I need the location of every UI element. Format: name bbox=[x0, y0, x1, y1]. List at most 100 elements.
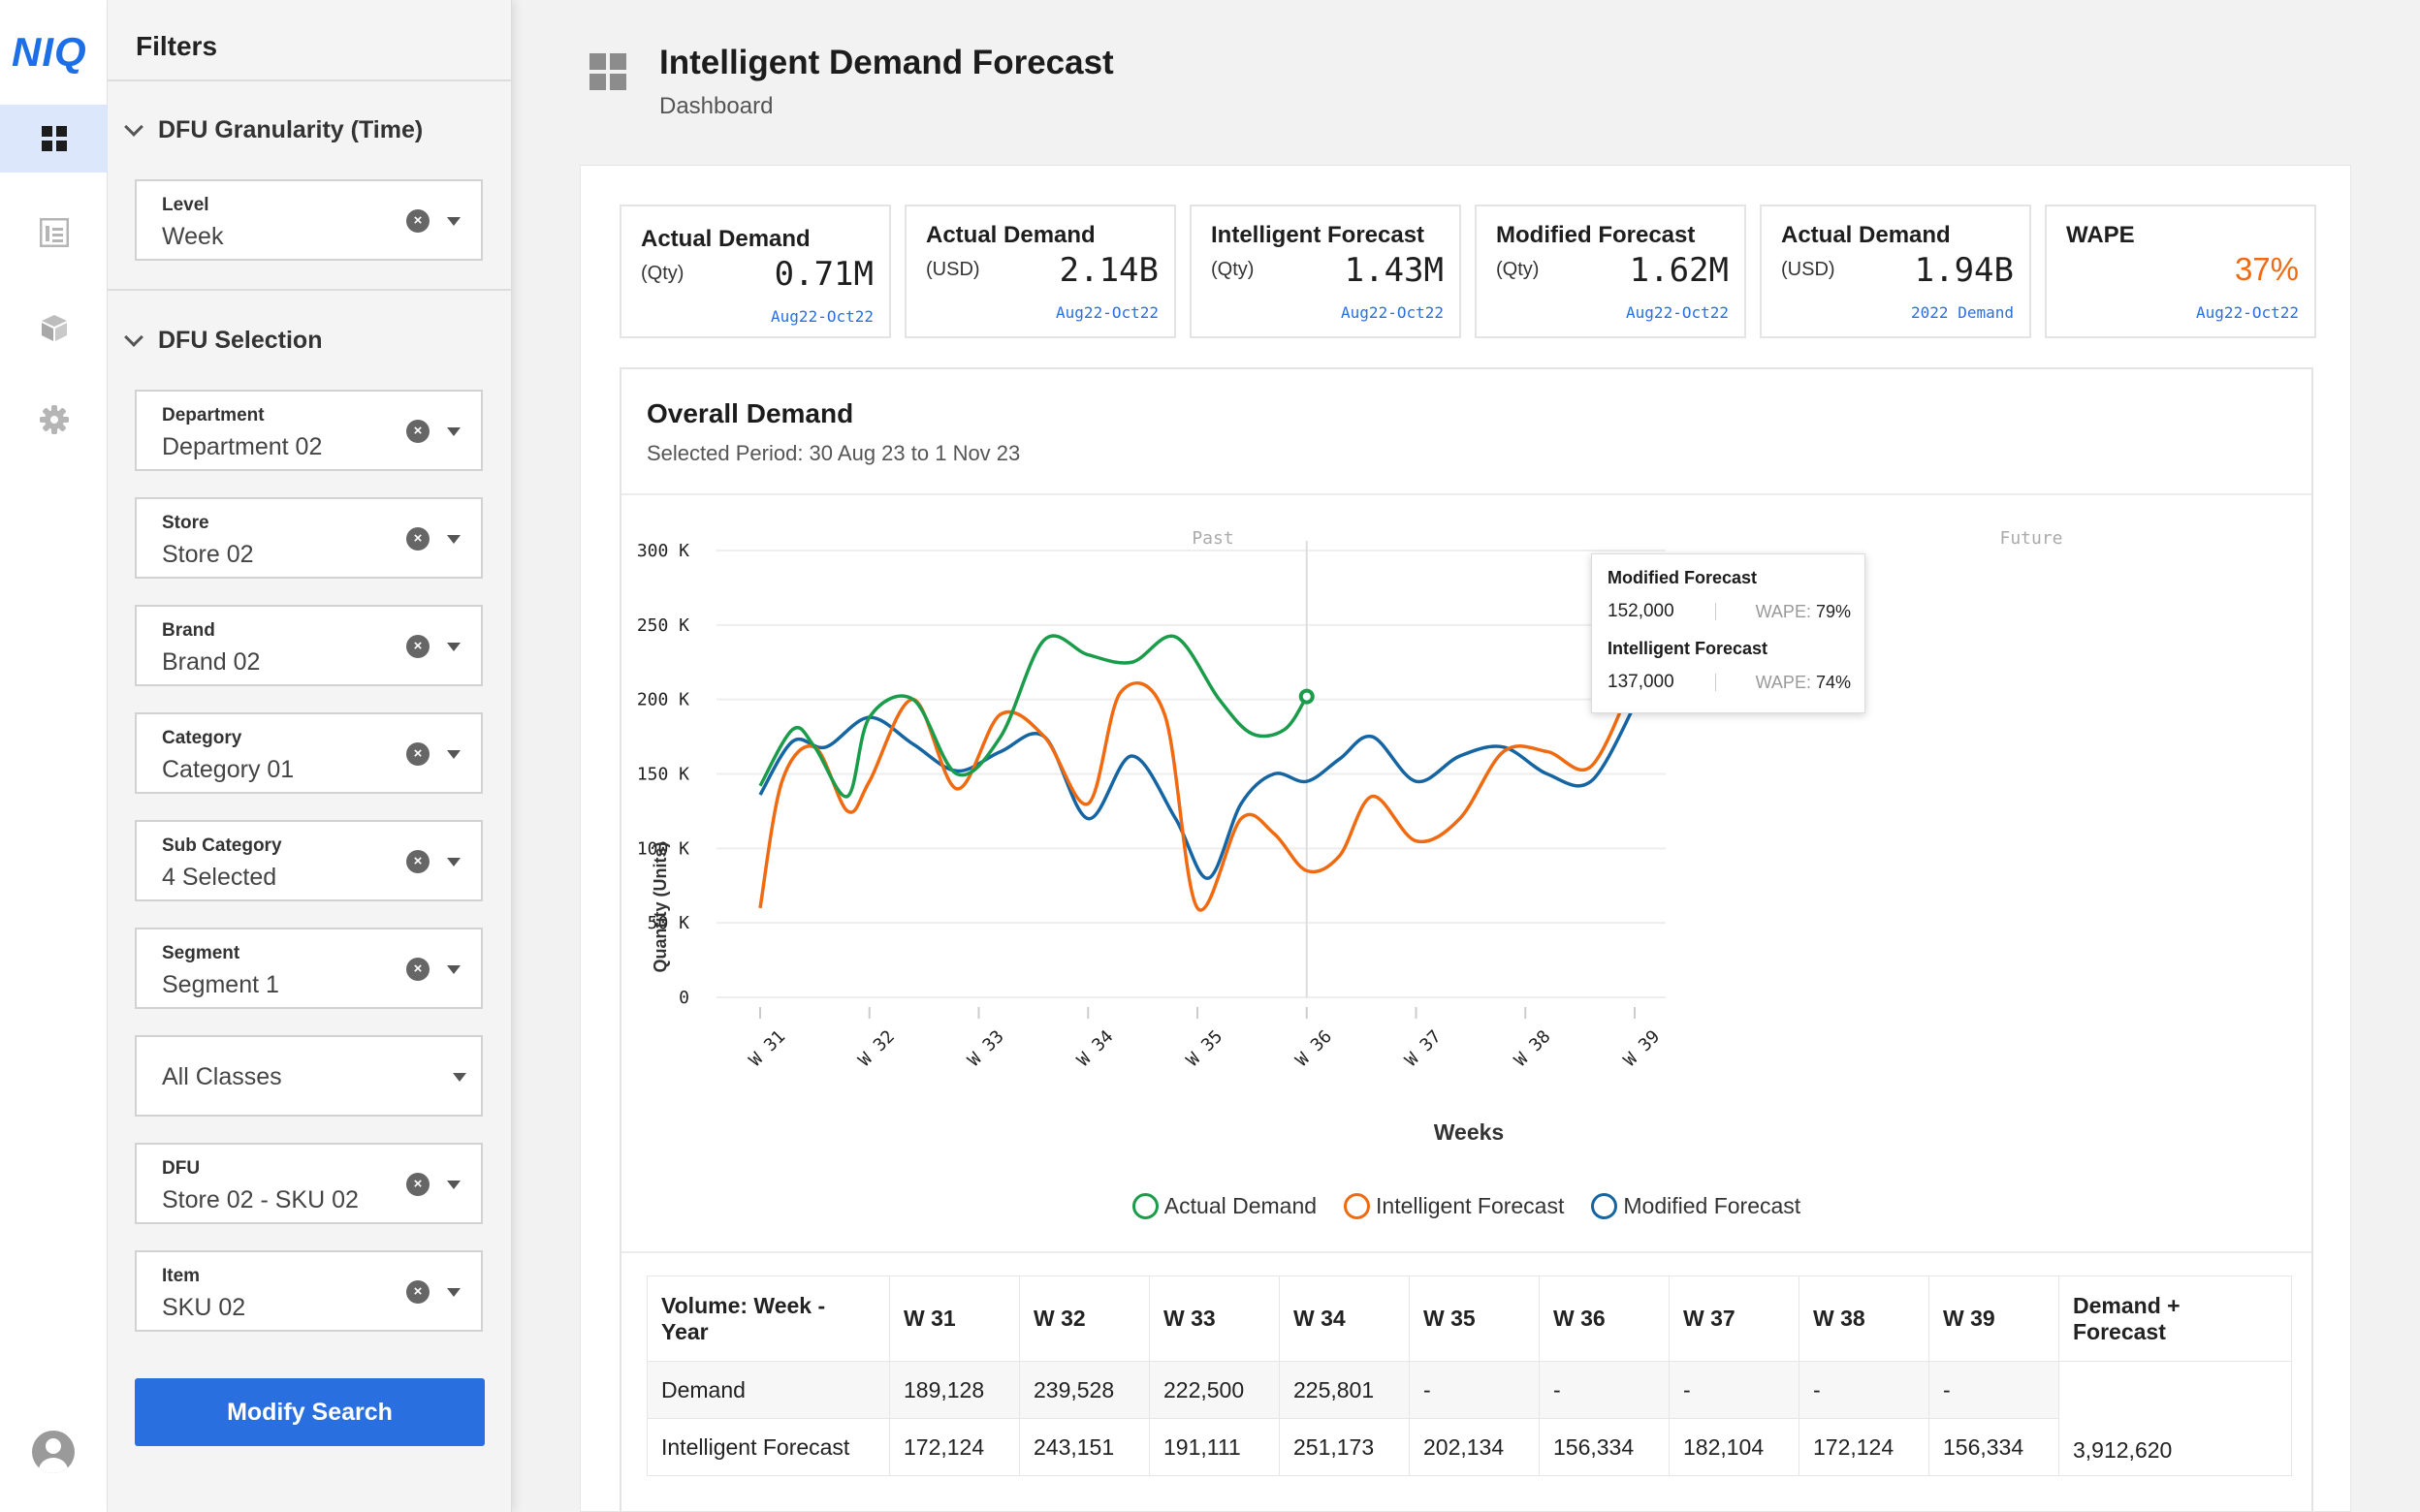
kpi-unit: (Qty) bbox=[1211, 259, 1255, 280]
divider bbox=[1715, 674, 1716, 691]
kpi-unit: (USD) bbox=[926, 259, 980, 280]
field-value: Week bbox=[162, 223, 224, 250]
kpi-unit: (USD) bbox=[1781, 259, 1835, 280]
legend-swatch bbox=[1344, 1193, 1371, 1219]
legend-swatch bbox=[1131, 1193, 1159, 1219]
caret-down-icon[interactable] bbox=[453, 1073, 466, 1082]
kpi-period: Aug22-Oct22 bbox=[771, 307, 874, 326]
filters-panel: Filters DFU Granularity (Time) Level Wee… bbox=[108, 0, 512, 1512]
y-axis-label: Quantity (Units) bbox=[651, 842, 670, 973]
store-select[interactable]: Store Store 02 × bbox=[135, 497, 483, 579]
modify-search-button[interactable]: Modify Search bbox=[135, 1378, 485, 1446]
legend-item-modified-forecast[interactable]: Modified Forecast bbox=[1591, 1193, 1800, 1219]
section-selection-toggle[interactable]: DFU Selection bbox=[124, 327, 323, 355]
clear-icon[interactable]: × bbox=[406, 527, 430, 551]
brand-select[interactable]: Brand Brand 02 × bbox=[135, 605, 483, 686]
x-tick-label: W 39 bbox=[1620, 1026, 1665, 1071]
department-select[interactable]: Department Department 02 × bbox=[135, 390, 483, 471]
caret-down-icon[interactable] bbox=[447, 643, 461, 651]
row-label: Intelligent Forecast bbox=[647, 1418, 890, 1476]
caret-down-icon[interactable] bbox=[447, 1288, 461, 1297]
level-select[interactable]: Level Week × bbox=[135, 179, 483, 261]
caret-down-icon[interactable] bbox=[447, 217, 461, 226]
caret-down-icon[interactable] bbox=[447, 965, 461, 974]
x-tick-label: W 35 bbox=[1183, 1026, 1227, 1071]
section-selection-label: DFU Selection bbox=[158, 327, 323, 354]
highlight-point[interactable] bbox=[1298, 688, 1315, 705]
caret-down-icon[interactable] bbox=[447, 858, 461, 866]
products-nav-item[interactable] bbox=[0, 294, 108, 362]
table-header: W 39 bbox=[1928, 1276, 2059, 1362]
legend-label: Actual Demand bbox=[1163, 1193, 1318, 1218]
nav-rail: NIQ bbox=[0, 0, 108, 1512]
classes-select[interactable]: All Classes bbox=[135, 1035, 483, 1117]
page-subtitle: Dashboard bbox=[659, 93, 774, 119]
clear-icon[interactable]: × bbox=[406, 209, 430, 233]
kpi-unit: (Qty) bbox=[641, 263, 685, 284]
filters-title: Filters bbox=[136, 31, 218, 61]
clear-icon[interactable]: × bbox=[406, 958, 430, 981]
kpi-card: Actual Demand (Qty) 0.71M Aug22-Oct22 bbox=[620, 205, 891, 338]
legend-swatch bbox=[1591, 1193, 1618, 1219]
table-cell: - bbox=[1669, 1361, 1799, 1419]
kpi-title: Intelligent Forecast bbox=[1211, 222, 1425, 248]
clear-icon[interactable]: × bbox=[406, 420, 430, 443]
chart-subtitle: Selected Period: 30 Aug 23 to 1 Nov 23 bbox=[647, 441, 1021, 465]
wape-value: 79% bbox=[1815, 602, 1851, 621]
legend-label: Intelligent Forecast bbox=[1376, 1193, 1565, 1218]
chart-tooltip: Modified Forecast 152,000 WAPE: 79% Inte… bbox=[1591, 553, 1865, 713]
table-cell: - bbox=[1928, 1361, 2059, 1419]
dashboard-nav-item[interactable] bbox=[0, 105, 108, 173]
clear-icon[interactable]: × bbox=[406, 635, 430, 658]
segment-select[interactable]: Segment Segment 1 × bbox=[135, 928, 483, 1009]
clear-icon[interactable]: × bbox=[406, 742, 430, 766]
table-cell: 239,528 bbox=[1019, 1361, 1150, 1419]
y-tick-label: 250 K bbox=[637, 615, 689, 636]
user-avatar-icon[interactable] bbox=[32, 1431, 75, 1473]
kpi-period: Aug22-Oct22 bbox=[1056, 303, 1159, 322]
table-cell: - bbox=[1799, 1361, 1929, 1419]
tooltip-series: Intelligent Forecast bbox=[1608, 639, 1768, 658]
caret-down-icon[interactable] bbox=[447, 535, 461, 544]
reports-nav-item[interactable] bbox=[0, 199, 108, 267]
table-cell: 222,500 bbox=[1149, 1361, 1280, 1419]
sub-category-select[interactable]: Sub Category 4 Selected × bbox=[135, 820, 483, 901]
category-select[interactable]: Category Category 01 × bbox=[135, 712, 483, 794]
clear-icon[interactable]: × bbox=[406, 1280, 430, 1304]
kpi-card-wape: WAPE 37% Aug22-Oct22 bbox=[2045, 205, 2316, 338]
y-tick-label: 150 K bbox=[637, 765, 689, 785]
tooltip-wape: WAPE: 74% bbox=[1756, 673, 1851, 693]
table-header: Volume: Week - Year bbox=[647, 1276, 890, 1362]
kpi-title: Actual Demand bbox=[926, 222, 1096, 248]
settings-nav-item[interactable] bbox=[0, 386, 108, 454]
clear-icon[interactable]: × bbox=[406, 1173, 430, 1196]
kpi-value: 1.94B bbox=[1914, 251, 2014, 290]
clear-icon[interactable]: × bbox=[406, 850, 430, 873]
page-title: Intelligent Demand Forecast bbox=[659, 44, 1114, 81]
table-header: W 34 bbox=[1279, 1276, 1410, 1362]
section-time-toggle[interactable]: DFU Granularity (Time) bbox=[124, 116, 424, 144]
table-header: W 32 bbox=[1019, 1276, 1150, 1362]
caret-down-icon[interactable] bbox=[447, 1181, 461, 1189]
caret-down-icon[interactable] bbox=[447, 427, 461, 436]
table-cell: 182,104 bbox=[1669, 1418, 1799, 1476]
legend-item-actual-demand[interactable]: Actual Demand bbox=[1131, 1193, 1318, 1219]
overall-demand-card: Overall Demand Selected Period: 30 Aug 2… bbox=[620, 367, 2313, 1511]
legend-item-intelligent-forecast[interactable]: Intelligent Forecast bbox=[1344, 1193, 1564, 1219]
volume-table: Volume: Week - Year W 31 W 32 W 33 W 34 … bbox=[647, 1276, 2292, 1476]
package-icon bbox=[41, 315, 67, 341]
section-time-label: DFU Granularity (Time) bbox=[158, 116, 424, 143]
table-cell: 251,173 bbox=[1279, 1418, 1410, 1476]
kpi-title: Actual Demand bbox=[641, 226, 811, 252]
x-tick-label: W 38 bbox=[1511, 1026, 1555, 1071]
series-line-modified-forecast bbox=[758, 704, 1637, 880]
series-line-intelligent-forecast bbox=[758, 676, 1637, 912]
kpi-unit: (Qty) bbox=[1496, 259, 1540, 280]
caret-down-icon[interactable] bbox=[447, 750, 461, 759]
item-select[interactable]: Item SKU 02 × bbox=[135, 1250, 483, 1332]
field-value: All Classes bbox=[162, 1063, 282, 1090]
dfu-select[interactable]: DFU Store 02 - SKU 02 × bbox=[135, 1143, 483, 1224]
chevron-down-icon bbox=[124, 116, 143, 137]
field-value: Store 02 - SKU 02 bbox=[162, 1186, 359, 1213]
table-cell: 189,128 bbox=[889, 1361, 1020, 1419]
